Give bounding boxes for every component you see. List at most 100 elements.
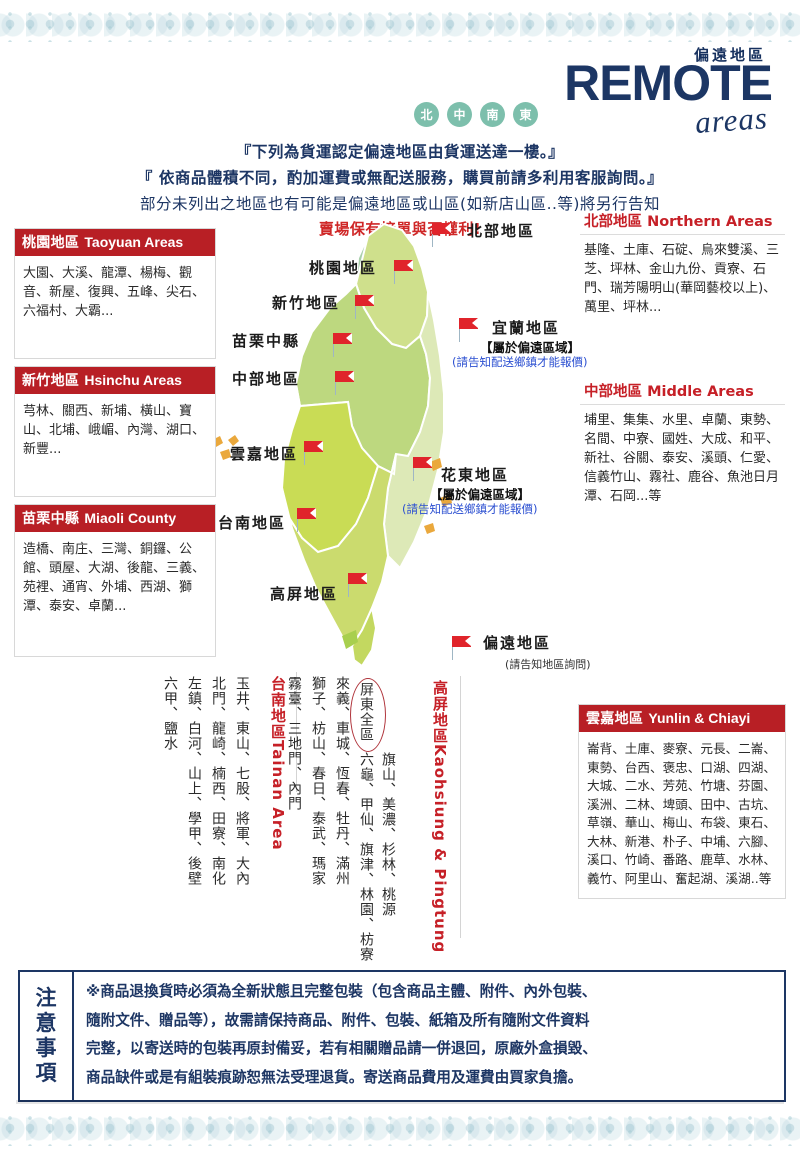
- box-miaoli-body: 造橋、南庄、三灣、銅鑼、公館、頭屋、大湖、後龍、三義、苑裡、通宵、外埔、西湖、獅…: [23, 542, 206, 614]
- taiwan-map-svg: [202, 222, 452, 668]
- box-northern-title-en: Northern Areas: [647, 214, 773, 230]
- tainan-col-4: 六甲、鹽水: [162, 676, 178, 751]
- notice-text: ※商品退換貨時必須為全新狀態且完整包裝（包含商品主體、附件、內外包裝、 隨附文件…: [74, 972, 784, 1100]
- map-flag-miaoli: [332, 333, 362, 359]
- box-miaoli-header: 苗栗中縣 Miaoli County: [15, 505, 215, 532]
- kaoping-col-2: 六龜、甲仙、旗津、林園、枋寮: [358, 752, 374, 962]
- box-northern: 北部地區 Northern Areas 基隆、土庫、石碇、烏來雙溪、三芝、坪林、…: [580, 208, 785, 321]
- box-miaoli: 苗栗中縣 Miaoli County 造橋、南庄、三灣、銅鑼、公館、頭屋、大湖、…: [14, 504, 216, 657]
- map-label-yilan: 宜蘭地區: [492, 319, 561, 337]
- box-hsinchu-title-en: Hsinchu Areas: [84, 372, 182, 388]
- map-flag-kaoping: [347, 573, 377, 599]
- box-taoyuan-body: 大園、大溪、龍潭、楊梅、觀音、新屋、復興、五峰、尖石、六福村、大霸...: [23, 266, 206, 319]
- map-label-hsinchu: 新竹地區: [272, 294, 341, 312]
- box-hsinchu-header: 新竹地區 Hsinchu Areas: [15, 367, 215, 394]
- box-miaoli-title-en: Miaoli County: [84, 510, 177, 526]
- map-label-tainan: 台南地區: [218, 514, 287, 532]
- notice-line-4: 商品缺件或是有組裝痕跡恕無法受理退貨。寄送商品費用及運費由買家負擔。: [86, 1068, 583, 1086]
- taiwan-map: [196, 216, 556, 686]
- page-header: 偏遠地區 REMOTE areas 北 中 南 東 『下列為貨運認定偏遠地區由貨…: [0, 44, 800, 238]
- vtitle-tainan: 台南地區Tainan Area: [268, 676, 288, 851]
- tainan-col-1: 玉井、東山、七股、將軍、大內: [234, 676, 250, 886]
- map-note-huadong-remote: 【屬於偏遠區域】: [430, 487, 531, 502]
- box-taoyuan: 桃園地區 Taoyuan Areas 大園、大溪、龍潭、楊梅、觀音、新屋、復興、…: [14, 228, 216, 359]
- map-label-northern: 北部地區: [467, 222, 536, 240]
- badge-north: 北: [414, 102, 439, 127]
- box-yunlin-chiayi-body: 崙背、土庫、麥寮、元長、二崙、東勢、台西、褒忠、口湖、四湖、大城、二水、芳苑、竹…: [587, 741, 776, 886]
- region-hualien-taitung: [382, 291, 445, 570]
- box-middle-title-cn: 中部地區: [584, 384, 642, 400]
- remote-areas-logo: 偏遠地區 REMOTE areas: [392, 44, 773, 141]
- region-badge-group: 北 中 南 東: [414, 102, 538, 127]
- box-middle-header: 中部地區 Middle Areas: [580, 378, 785, 405]
- box-hsinchu: 新竹地區 Hsinchu Areas 芎林、關西、新埔、橫山、寶山、北埔、峨嵋、…: [14, 366, 216, 497]
- kaoping-col-4: 獅子、枋山、春日、泰武、瑪家: [310, 676, 326, 886]
- notice-label-c4: 項: [35, 1061, 57, 1085]
- notice-line-2: 隨附文件、贈品等），故需請保持商品、附件、包裝、紙箱及所有隨附文件資料: [86, 1011, 590, 1029]
- box-middle-body: 埔里、集集、水里、卓蘭、東勢、名間、中寮、國姓、大成、和平、新社、谷關、泰安、溪…: [584, 413, 780, 504]
- box-yunlin-chiayi: 雲嘉地區 Yunlin & Chiayi 崙背、土庫、麥寮、元長、二崙、東勢、台…: [578, 704, 786, 899]
- box-yunlin-chiayi-header: 雲嘉地區 Yunlin & Chiayi: [579, 705, 785, 732]
- header-notice-line-3: 部分未列出之地區也有可能是偏遠地區或山區(如新店山區..等)將另行告知: [140, 195, 660, 213]
- pingtung-circle-highlight: [350, 678, 386, 752]
- map-label-miaoli: 苗栗中縣: [232, 332, 301, 350]
- kaoping-divider: [460, 676, 461, 938]
- region-south: [281, 453, 397, 648]
- map-note-huadong-quote: (請告知配送鄉鎮才能報價): [402, 502, 538, 516]
- map-flag-yilan: [458, 318, 488, 344]
- logo-remote-text: REMOTE: [564, 55, 773, 111]
- box-northern-body: 基隆、土庫、石碇、烏來雙溪、三芝、坪林、金山九份、貢寮、石門、瑞芳陽明山(華岡藝…: [584, 243, 780, 315]
- return-policy-notice: 注 意 事 項 ※商品退換貨時必須為全新狀態且完整包裝（包含商品主體、附件、內外…: [18, 970, 786, 1102]
- notice-line-3: 完整，以寄送時的包裝再原封備妥，若有相關贈品請一併退回，原廠外盒損毀、: [86, 1040, 597, 1057]
- tainan-col-3: 左鎮、白河、山上、學甲、後壁: [186, 676, 202, 886]
- map-flag-hsinchu: [354, 295, 384, 321]
- map-note-remote-inquiry: (請告知地區詢問): [505, 658, 591, 671]
- box-hsinchu-body: 芎林、關西、新埔、橫山、寶山、北埔、峨嵋、內灣、湖口、新豐...: [23, 404, 206, 457]
- region-pingtung-tip: [350, 604, 378, 668]
- header-notice-line-1: 『下列為貨運認定偏遠地區由貨運送達一樓。』: [235, 143, 565, 161]
- box-middle-title-en: Middle Areas: [647, 384, 754, 400]
- notice-label-c3: 事: [35, 1036, 57, 1060]
- box-taoyuan-title-cn: 桃園地區: [22, 235, 80, 251]
- box-yunlin-chiayi-title-en: Yunlin & Chiayi: [648, 710, 751, 726]
- map-flag-yunlin-chiayi: [303, 441, 333, 467]
- map-flag-tainan: [296, 508, 326, 534]
- map-note-yilan-remote: 【屬於偏遠區域】: [480, 340, 581, 355]
- notice-shadow: [16, 1100, 784, 1104]
- vtitle-kaoping-cn: 高屏地區: [431, 680, 449, 744]
- map-label-middle: 中部地區: [232, 370, 301, 388]
- box-yunlin-chiayi-title-cn: 雲嘉地區: [586, 711, 644, 727]
- map-label-hualien-taitung: 花東地區: [441, 466, 510, 484]
- vtitle-kaoping-en: Kaohsiung & Pingtung: [431, 744, 449, 954]
- map-flag-taoyuan: [393, 260, 423, 286]
- box-middle: 中部地區 Middle Areas 埔里、集集、水里、卓蘭、東勢、名間、中寮、國…: [580, 378, 785, 510]
- badge-middle: 中: [447, 102, 472, 127]
- map-label-remote: 偏遠地區: [483, 634, 552, 652]
- map-flag-middle: [334, 371, 364, 397]
- map-flag-northern: [431, 223, 461, 249]
- box-taoyuan-title-en: Taoyuan Areas: [84, 234, 184, 250]
- badge-east: 東: [513, 102, 538, 127]
- box-taoyuan-header: 桃園地區 Taoyuan Areas: [15, 229, 215, 256]
- box-miaoli-title-cn: 苗栗中縣: [22, 511, 80, 527]
- header-notice-line-2: 『 依商品體積不同，酌加運費或無配送服務，購買前請多利用客服詢問。』: [136, 169, 664, 187]
- map-flag-hualien-taitung: [412, 457, 442, 483]
- box-northern-header: 北部地區 Northern Areas: [580, 208, 785, 235]
- notice-line-1: ※商品退換貨時必須為全新狀態且完整包裝（包含商品主體、附件、內外包裝、: [86, 983, 597, 1000]
- decorative-lace-bottom: [0, 1112, 800, 1146]
- vtitle-tainan-en: Tainan Area: [269, 740, 287, 851]
- map-note-yilan-quote: (請告知配送鄉鎮才能報價): [452, 355, 588, 369]
- tainan-col-2: 北門、龍崎、楠西、田寮、南化: [210, 676, 226, 886]
- island-orchid-green: [424, 458, 452, 534]
- kaoping-col-3: 來義、車城、恆春、牡丹、滿州: [334, 676, 350, 886]
- decorative-lace-top: [0, 8, 800, 42]
- vtitle-tainan-cn: 台南地區: [269, 676, 287, 740]
- kaoping-col-5: 霧臺、三地門、內門: [286, 676, 302, 811]
- box-northern-title-cn: 北部地區: [584, 214, 642, 230]
- map-label-yunlin-chiayi: 雲嘉地區: [230, 445, 299, 463]
- notice-label: 注 意 事 項: [20, 972, 74, 1100]
- map-flag-remote: [451, 636, 481, 662]
- logo-areas-script: areas: [694, 100, 770, 141]
- tainan-divider: [296, 672, 297, 792]
- box-hsinchu-title-cn: 新竹地區: [22, 373, 80, 389]
